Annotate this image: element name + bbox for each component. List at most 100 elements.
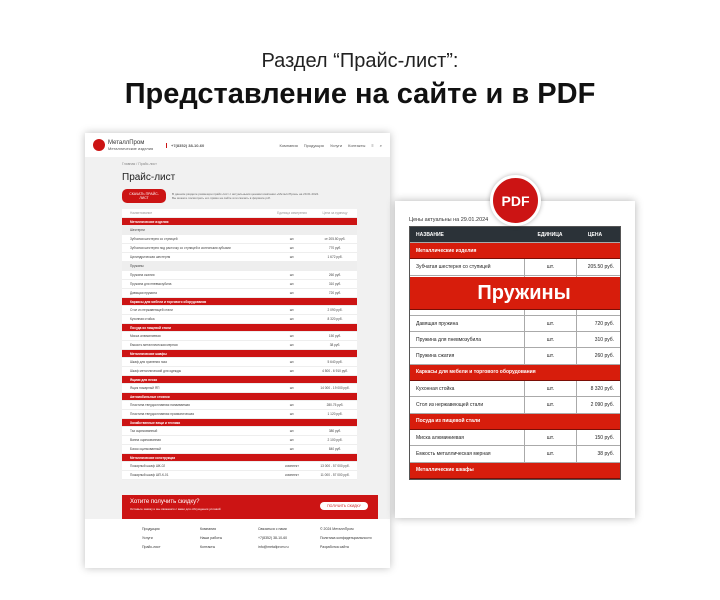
- footer-link[interactable]: Разработка сайта: [320, 545, 349, 549]
- pdf-table-row: Пружина сжатия шт. 260 руб.: [410, 348, 620, 365]
- table-row: Зубчатая шестерня под расточку со ступиц…: [122, 244, 357, 253]
- category-row[interactable]: Автомобильные стоянки: [122, 393, 357, 401]
- pdf-item-unit: шт.: [524, 259, 576, 275]
- item-price: 5 640 руб.: [327, 360, 343, 364]
- item-name: Давящая пружина: [130, 291, 157, 295]
- item-name: Цилиндрическая шестерня: [130, 255, 171, 259]
- pdf-price-table: НАЗВАНИЕ ЕДИНИЦА ЦЕНА Металлические изде…: [409, 226, 621, 480]
- item-unit: шт.: [289, 246, 295, 250]
- table-row: Бачок оцинкованный шт. 840 руб.: [122, 445, 357, 454]
- item-name: Пружина сжатия: [130, 273, 155, 277]
- discount-banner: Хотите получить скидку? Оставьте заявку …: [122, 495, 378, 519]
- nav-services[interactable]: Услуги: [329, 142, 343, 148]
- item-unit: шт.: [289, 317, 295, 321]
- pdf-item-name: Посуда из пищевой стали: [416, 418, 481, 425]
- item-name: Бачок оцинкованный: [130, 447, 161, 451]
- footer-link[interactable]: Услуги: [142, 536, 153, 540]
- download-price-button[interactable]: СКАЧАТЬ ПРАЙС-ЛИСТ: [122, 189, 166, 203]
- category-row[interactable]: Каркасы для мебели и торгового оборудова…: [122, 298, 357, 306]
- item-price: 13 000 - 57 000 руб.: [320, 464, 350, 468]
- category-row[interactable]: Ящики для песка: [122, 376, 357, 384]
- item-name: Пожарный шкаф ШК-02: [130, 464, 166, 468]
- pdf-item-price: 2 090 руб.: [576, 397, 620, 413]
- get-discount-button[interactable]: ПОЛУЧИТЬ СКИДКУ: [320, 502, 368, 510]
- item-price: 770 руб.: [328, 246, 342, 250]
- menu-icon[interactable]: ≡: [371, 142, 374, 148]
- category-row[interactable]: Металлические изделия: [122, 218, 357, 226]
- item-price: 260 руб.: [328, 273, 342, 277]
- pdf-table-row: Емкость металлическая мерная шт. 38 руб.: [410, 446, 620, 463]
- item-unit: шт.: [289, 403, 295, 407]
- main-nav: Компания Продукция Услуги Контакты ≡ ⌕: [232, 143, 382, 148]
- pdf-item-name: Зубчатая шестерня со ступицей: [416, 263, 491, 270]
- item-name: Кухонная стойка: [130, 317, 155, 321]
- website-mockup: МеталлПром Металлические изделия +7(8352)…: [85, 133, 390, 568]
- pdf-page: Цены актуальны на 29.01.2024 НАЗВАНИЕ ЕД…: [395, 201, 635, 518]
- main-heading: Представление на сайте и в PDF: [124, 78, 596, 110]
- item-unit: комплект: [285, 473, 299, 477]
- col-unit: Единица измерения: [277, 211, 307, 215]
- pdf-table-row: Пружина для пневмозубила шт. 310 руб.: [410, 332, 620, 349]
- item-name: Шестерни: [130, 228, 145, 232]
- table-row: Емкость металлическая мерная шт. 38 руб.: [122, 341, 357, 350]
- footer-link[interactable]: Прайс-лист: [142, 545, 161, 549]
- pdf-item-name: Каркасы для мебели и торгового оборудова…: [416, 369, 536, 376]
- nav-company[interactable]: Компания: [279, 142, 298, 148]
- nav-products[interactable]: Продукция: [303, 142, 324, 148]
- category-row[interactable]: Пружины: [122, 262, 357, 271]
- promo-text: Оставьте заявку и мы свяжемся с вами для…: [130, 507, 221, 511]
- category-row[interactable]: Шестерни: [122, 226, 357, 235]
- category-row[interactable]: Металлические конструкции: [122, 454, 357, 462]
- promo-title: Хотите получить скидку?: [130, 499, 200, 505]
- footer-link[interactable]: Наши работы: [200, 536, 223, 540]
- category-row[interactable]: Посуда из пищевой стали: [122, 324, 357, 332]
- footer-link[interactable]: info@metallprom.ru: [258, 545, 289, 549]
- header-phone[interactable]: +7(8352) 38-10-60: [166, 142, 211, 148]
- pdf-table-row: Стол из нержавеющей стали шт. 2 090 руб.: [410, 397, 620, 414]
- item-price: 8 320 руб.: [327, 317, 343, 321]
- pdf-item-price: 310 руб.: [576, 332, 620, 348]
- pdf-item-unit: шт.: [524, 429, 576, 446]
- item-unit: шт.: [289, 412, 295, 416]
- pdf-item-name: Пружина для пневмозубила: [416, 336, 482, 343]
- pdf-table-row: Зубчатая шестерня со ступицей шт. 205.50 р…: [410, 259, 620, 276]
- table-header: Наименование Единица измерения Цена за е…: [122, 209, 357, 218]
- item-name: Автомобильные стоянки: [130, 394, 170, 399]
- footer-link[interactable]: Продукция: [142, 527, 160, 531]
- pdf-table-row: Миска алюминиевая шт. 150 руб.: [410, 429, 620, 447]
- item-unit: шт.: [289, 369, 295, 373]
- footer-link[interactable]: +7(8352) 38-10-60: [258, 536, 288, 540]
- category-row[interactable]: Металлические шкафы: [122, 350, 357, 358]
- pdf-item-name: Пружины: [477, 282, 571, 304]
- pdf-item-name: Металлические изделия: [416, 247, 477, 254]
- table-row: Шкаф металлический для одежды шт. 4 500 - …: [122, 367, 357, 376]
- pdf-category-row: Посуда из пищевой стали: [410, 413, 620, 430]
- item-name: Зубчатая шестерня со ступицей: [130, 237, 178, 241]
- pdf-item-name: Пружина сжатия: [416, 353, 455, 360]
- pdf-item-price: 8 320 руб.: [576, 381, 620, 397]
- item-name: Шкаф для хранения газа: [130, 360, 167, 364]
- pdf-item-name: Кухонная стойка: [416, 385, 455, 392]
- footer-column: Связаться с нами +7(8352) 38-10-60 info@me…: [258, 527, 310, 568]
- nav-contacts[interactable]: Контакты: [348, 142, 366, 148]
- pdf-table-row: Кухонная стойка шт. 8 320 руб.: [410, 381, 620, 398]
- search-icon[interactable]: ⌕: [379, 142, 382, 148]
- item-name: Пластина твердосплавная напаиваемая: [130, 403, 190, 407]
- footer-link[interactable]: Связаться с нами: [258, 527, 287, 531]
- category-row[interactable]: Хозяйственные вещи и техника: [122, 419, 357, 427]
- breadcrumb[interactable]: Главная / Прайс-лист: [122, 162, 157, 166]
- item-price: 310 руб.: [328, 282, 342, 286]
- pdf-table-header: НАЗВАНИЕ ЕДИНИЦА ЦЕНА: [410, 227, 620, 243]
- footer-link[interactable]: © 2024 МеталлПром: [320, 527, 354, 531]
- pdf-item-unit: шт.: [524, 381, 576, 397]
- pdf-item-name: Металлические шкафы: [416, 467, 474, 474]
- footer-link[interactable]: Компания: [200, 527, 217, 531]
- table-row: Миска алюминиевая шт. 150 руб.: [122, 332, 357, 341]
- item-unit: шт.: [289, 343, 295, 347]
- item-name: Каркасы для мебели и торгового оборудова…: [130, 299, 207, 304]
- footer-link[interactable]: Политика конфиденциальности: [320, 536, 372, 540]
- footer-link[interactable]: Контакты: [200, 545, 216, 549]
- item-price: 2 090 руб.: [327, 308, 343, 312]
- table-row: Зубчатая шестерня со ступицей шт. от 205.5…: [122, 235, 357, 244]
- pdf-badge-icon: PDF: [490, 175, 541, 226]
